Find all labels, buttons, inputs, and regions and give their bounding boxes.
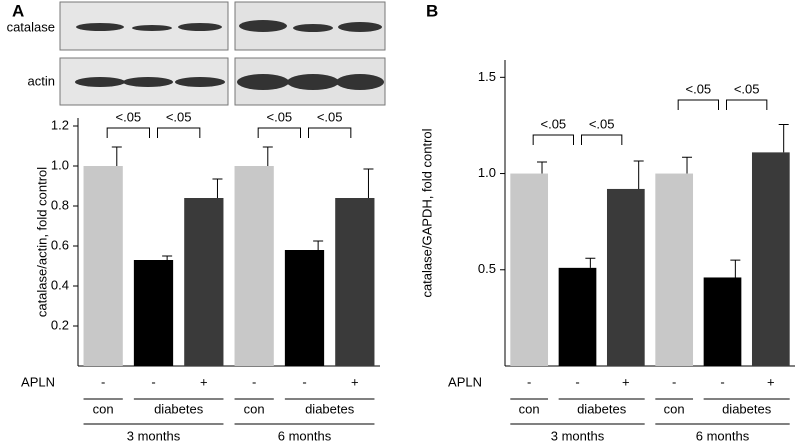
- bar: [335, 198, 375, 366]
- blots: [59, 1, 386, 106]
- x-tick-label: +: [351, 374, 359, 389]
- group-label: con: [664, 401, 685, 416]
- blot-label: actin: [28, 73, 55, 88]
- y-tick-label: 0.4: [51, 277, 69, 292]
- y-tick-label: 1.2: [51, 117, 69, 132]
- error-bar: [111, 146, 122, 166]
- panel-letter: B: [426, 1, 438, 20]
- x-tick-label: -: [672, 374, 676, 389]
- y-axis-label: catalase/GAPDH, fold control: [419, 128, 434, 297]
- x-tick-label: +: [200, 374, 208, 389]
- y-tick-label: 1.0: [478, 165, 496, 180]
- error-bar: [585, 257, 596, 268]
- significance-label: <.05: [589, 116, 615, 131]
- group-label: diabetes: [722, 401, 772, 416]
- significance-label: <.05: [540, 116, 566, 131]
- bar: [510, 173, 549, 366]
- group-label: con: [93, 401, 114, 416]
- error-bar: [730, 259, 741, 278]
- y-tick-label: 1.0: [51, 157, 69, 172]
- x-tick-label: -: [575, 374, 579, 389]
- period-label: 3 months: [127, 428, 181, 443]
- significance-label: <.05: [734, 81, 760, 96]
- bar: [284, 250, 325, 366]
- x-tick-label: -: [252, 374, 256, 389]
- panel-letter: A: [12, 1, 24, 20]
- significance-label: <.05: [685, 81, 711, 96]
- error-bar: [778, 123, 789, 153]
- bar: [234, 166, 274, 366]
- y-tick-label: 0.5: [478, 261, 496, 276]
- significance-label: <.05: [266, 109, 292, 124]
- period-label: 6 months: [278, 428, 332, 443]
- group-label: con: [244, 401, 265, 416]
- significance-bracket: [106, 127, 150, 138]
- x-tick-label: -: [527, 374, 531, 389]
- significance-label: <.05: [115, 109, 141, 124]
- bar: [703, 277, 742, 366]
- bar: [655, 173, 694, 366]
- significance-bracket: [677, 99, 719, 110]
- y-tick-label: 0.8: [51, 197, 69, 212]
- error-bar: [537, 161, 548, 174]
- x-tick-label: +: [767, 374, 775, 389]
- significance-bracket: [157, 127, 201, 138]
- bar: [606, 188, 645, 366]
- group-label: diabetes: [305, 401, 355, 416]
- error-bar: [633, 160, 644, 189]
- significance-bracket: [532, 134, 574, 145]
- error-bar: [162, 255, 173, 260]
- error-bar: [212, 178, 223, 198]
- bar: [133, 260, 174, 366]
- bar: [558, 267, 597, 366]
- error-bar: [363, 168, 374, 198]
- bar: [751, 152, 790, 366]
- error-bar: [313, 240, 324, 250]
- group-label: diabetes: [154, 401, 204, 416]
- group-label: diabetes: [577, 401, 627, 416]
- group-label: con: [519, 401, 540, 416]
- row-label: APLN: [448, 374, 482, 389]
- significance-bracket: [308, 127, 352, 138]
- x-tick-label: -: [302, 374, 306, 389]
- y-tick-label: 0.2: [51, 317, 69, 332]
- significance-bracket: [581, 134, 623, 145]
- y-axis-label: catalase/actin, fold control: [34, 167, 49, 317]
- row-label: APLN: [21, 374, 55, 389]
- significance-bracket: [257, 127, 301, 138]
- x-tick-label: +: [622, 374, 630, 389]
- significance-bracket: [726, 99, 768, 110]
- x-tick-label: -: [151, 374, 155, 389]
- bar: [184, 198, 224, 366]
- blot-label: catalase: [7, 19, 55, 34]
- period-label: 6 months: [696, 428, 750, 443]
- significance-label: <.05: [317, 109, 343, 124]
- bar: [83, 166, 123, 366]
- x-tick-label: -: [720, 374, 724, 389]
- blot-bands: [75, 20, 384, 90]
- error-bar: [262, 146, 273, 166]
- error-bar: [682, 156, 693, 174]
- x-tick-label: -: [101, 374, 105, 389]
- significance-label: <.05: [166, 109, 192, 124]
- y-tick-label: 1.5: [478, 69, 496, 84]
- y-tick-label: 0.6: [51, 237, 69, 252]
- period-label: 3 months: [551, 428, 605, 443]
